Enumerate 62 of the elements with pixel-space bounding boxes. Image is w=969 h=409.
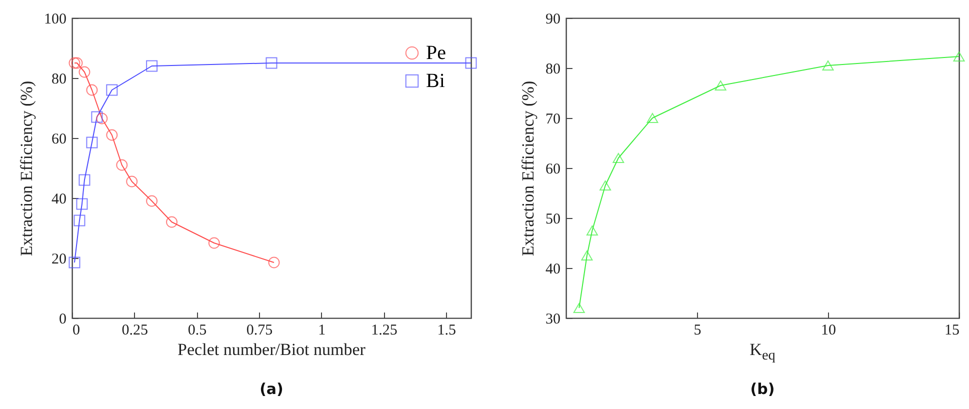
text: (a) (258, 380, 284, 398)
point (86, 84, 98, 96)
x-tick-label: 1.25 (371, 322, 398, 338)
y-tick-label: 70 (546, 112, 560, 128)
y-axis-title: Extraction Efficiency (%) (518, 80, 538, 256)
point (266, 57, 278, 69)
point (126, 176, 138, 188)
point (68, 256, 80, 268)
point (78, 174, 90, 186)
x-tick-label: 15 (944, 322, 960, 338)
y-tick-label: 80 (546, 62, 560, 78)
point (146, 60, 158, 72)
x-tick-label: 5 (694, 322, 702, 338)
legend-label: Pe (426, 42, 446, 64)
point (714, 80, 726, 91)
point (106, 84, 118, 96)
point (76, 198, 88, 210)
y-tick-label: 80 (52, 72, 66, 88)
y-tick-label: 20 (52, 252, 66, 268)
y-tick-label: 100 (44, 12, 66, 28)
y-tick-label: 60 (52, 132, 66, 148)
y-tick-label: 30 (546, 312, 560, 328)
y-tick-label: 40 (546, 262, 560, 278)
point (146, 195, 158, 207)
x-axis-title: K$_{eq}$ (748, 340, 776, 364)
point (600, 180, 612, 191)
point (612, 152, 624, 164)
point (465, 57, 477, 69)
point (581, 250, 593, 261)
x-tick-label: 1 (318, 322, 326, 338)
x-tick-label: 0.75 (246, 322, 273, 338)
point (116, 159, 128, 171)
y-tick-label: 40 (52, 192, 66, 208)
point (96, 112, 108, 124)
y-tick-label: 60 (546, 162, 560, 178)
x-tick-label: 10 (821, 322, 836, 338)
point (78, 66, 90, 78)
x-tick-label: 1.5 (437, 322, 456, 338)
point (106, 129, 118, 141)
y-tick-label: 0 (59, 312, 66, 328)
y-tick-label: 50 (546, 212, 560, 228)
x-axis-title: Peclet number/Biot number (176, 340, 366, 360)
point (586, 225, 598, 236)
point (71, 57, 83, 69)
x-tick-label: 0 (72, 322, 80, 338)
point (74, 214, 86, 226)
y-tick-label: 90 (546, 12, 560, 28)
point (646, 112, 658, 124)
x-tick-label: 0.25 (122, 322, 148, 338)
point (822, 60, 834, 71)
point (953, 51, 965, 62)
point (68, 57, 80, 69)
point (166, 216, 178, 228)
point (573, 302, 585, 314)
point (208, 237, 220, 249)
text: (b) (749, 380, 776, 398)
legend-label: Bi (426, 70, 446, 92)
x-tick-label: 0.5 (188, 322, 207, 338)
point (268, 256, 280, 268)
point (86, 136, 98, 148)
y-axis-title: Extraction Efficiency (%) (17, 80, 36, 256)
point (91, 111, 103, 123)
